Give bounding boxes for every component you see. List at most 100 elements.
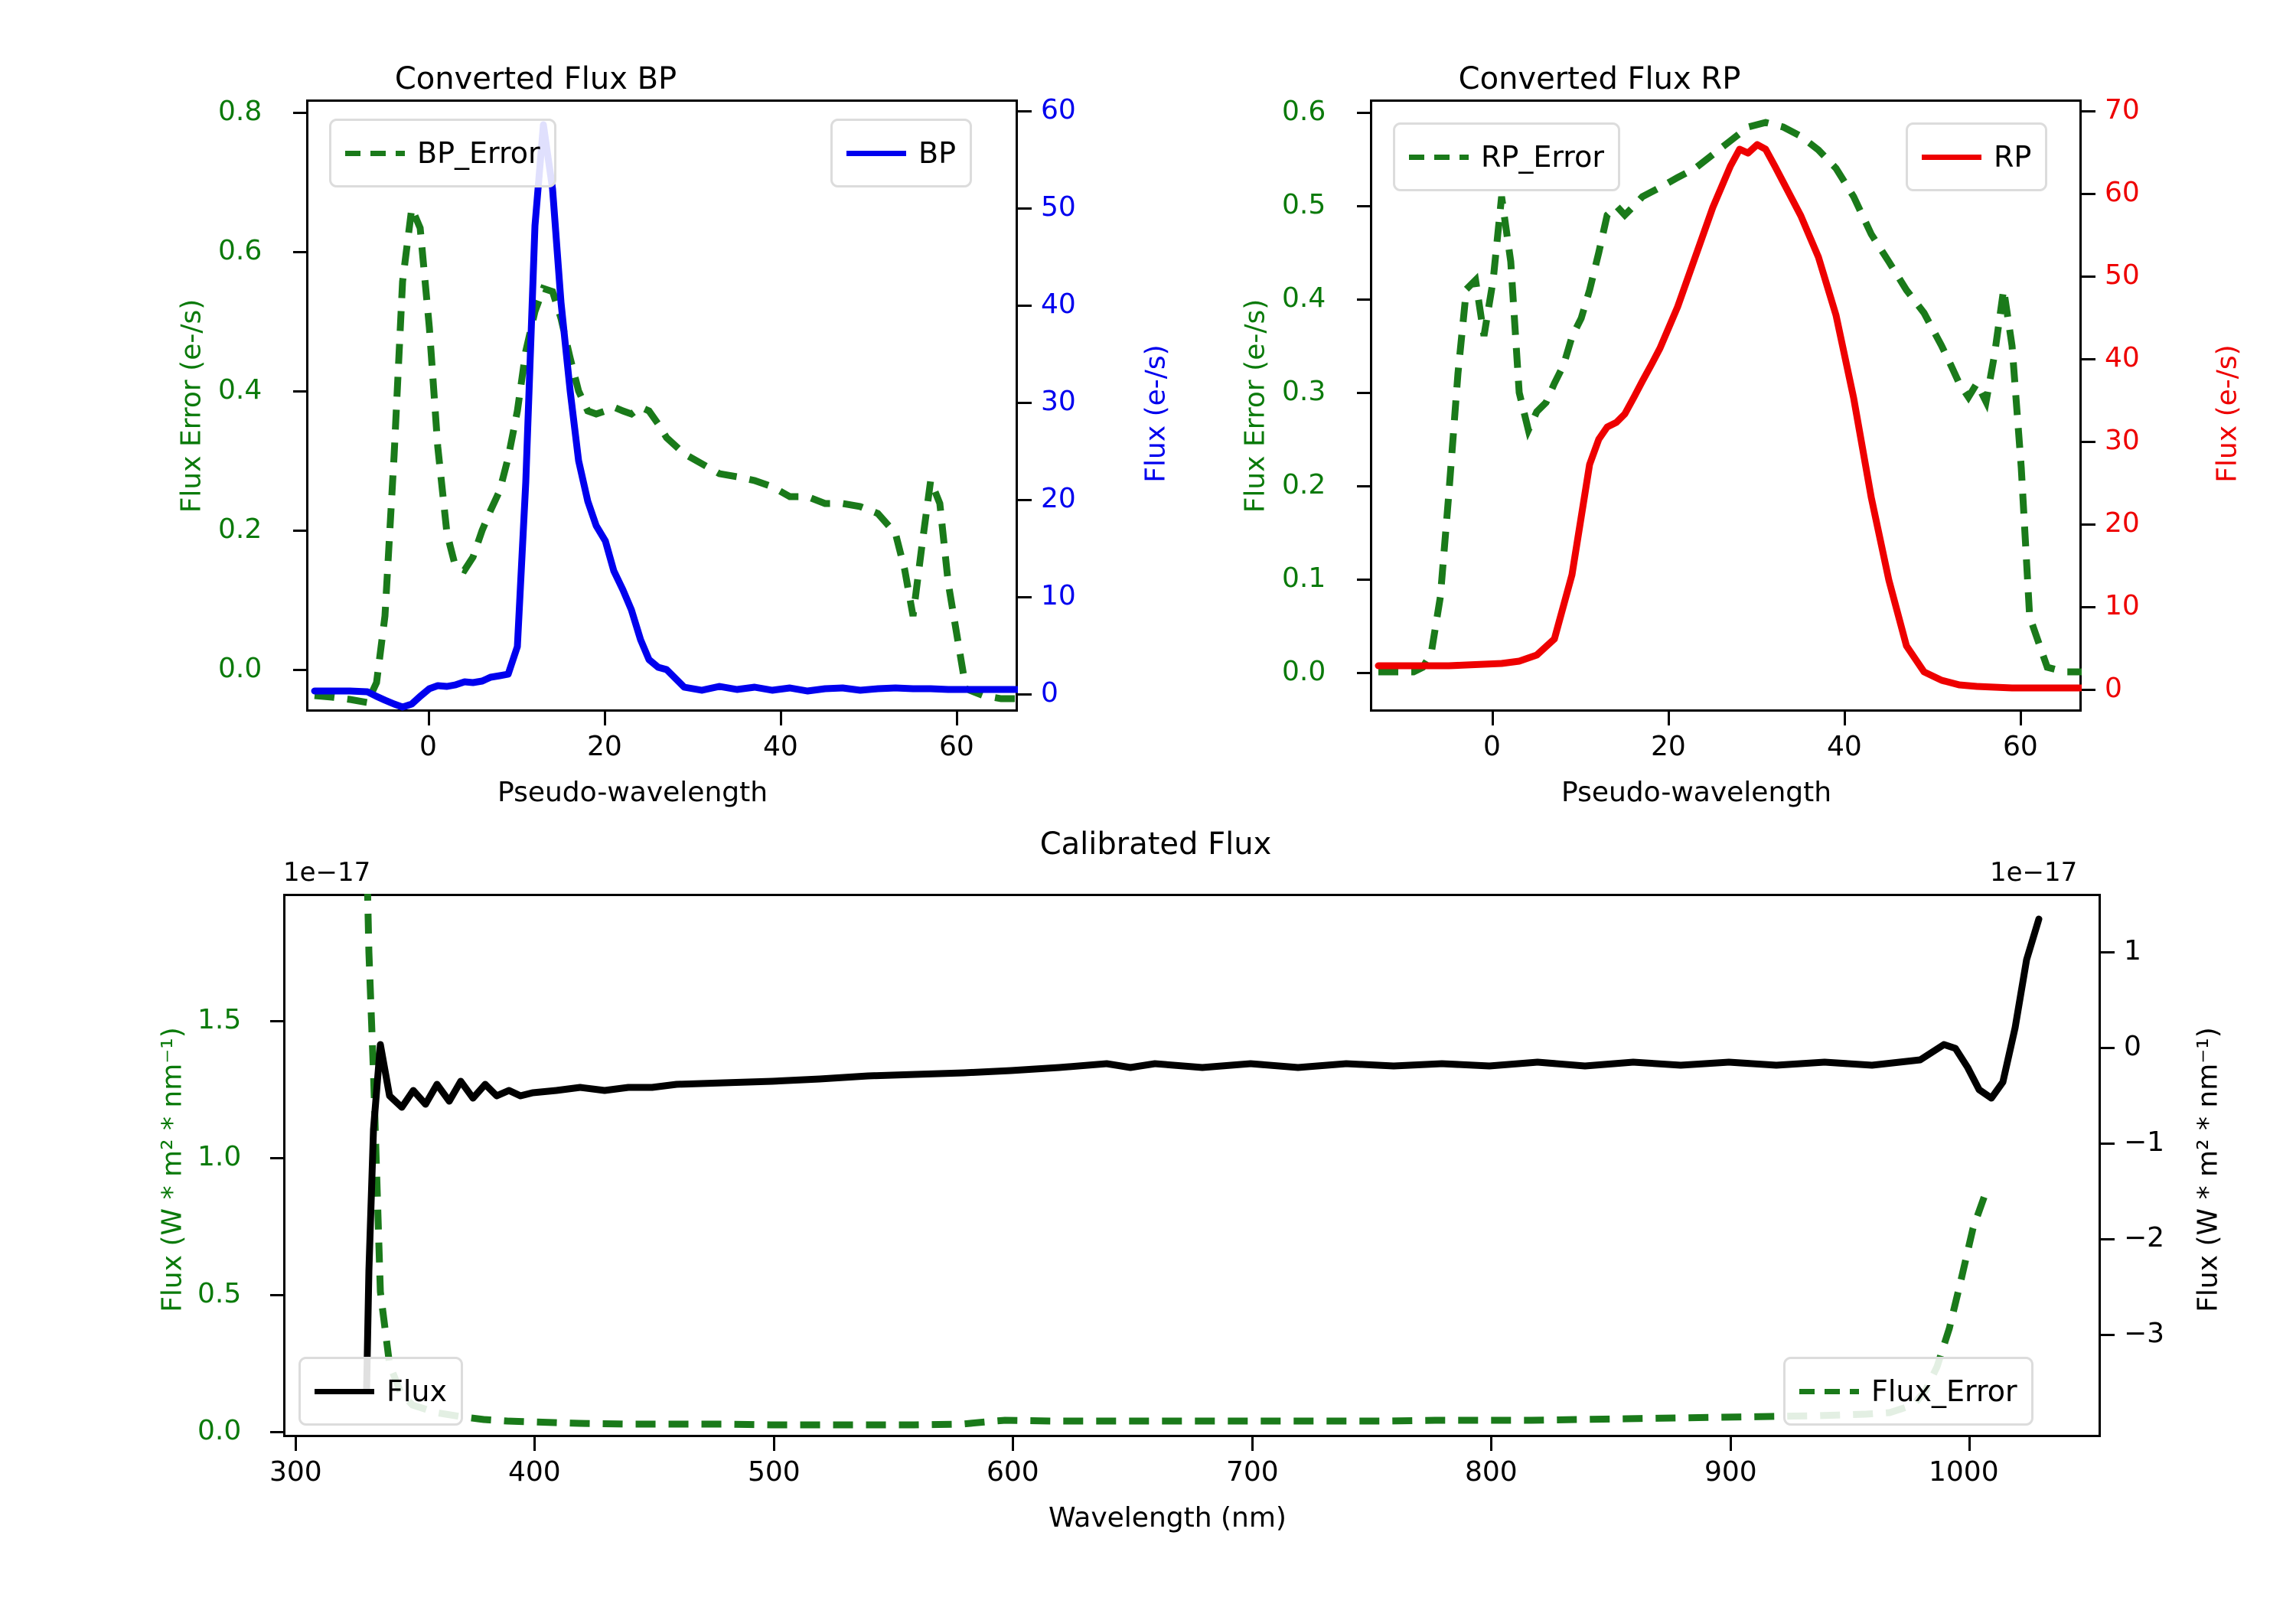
bp-legend-line-icon — [846, 150, 906, 156]
bp-yaxis-right-label: Flux (e-/s) — [1140, 344, 1172, 483]
cal-ytick-left-0: 0.0 — [197, 1415, 242, 1446]
bp-xtick-mark-20 — [604, 712, 606, 725]
bp-axes-frame — [306, 99, 1018, 712]
cal-axes-frame — [283, 894, 2101, 1437]
bp-xtick-0: 0 — [419, 731, 437, 762]
rp-rtick-mark-1 — [2082, 606, 2095, 608]
bp-error-legend-label: BP_Error — [417, 136, 540, 170]
bp-yaxis-left-label: Flux Error (e-/s) — [175, 298, 207, 513]
cal-ytick-mark-3 — [270, 1020, 284, 1022]
rp-yaxis-right-label: Flux (e-/s) — [2211, 344, 2243, 483]
cal-flux-error-legend[interactable]: Flux_Error — [1783, 1357, 2033, 1426]
rp-legend-line-icon — [1922, 154, 1981, 160]
bp-ytick-right-20: 20 — [1041, 483, 1076, 514]
cal-xtick-300: 300 — [269, 1456, 322, 1488]
rp-ytick-right-20: 20 — [2105, 507, 2140, 539]
cal-flux-error-legend-dash-icon — [1799, 1388, 1859, 1394]
bp-ytick-right-40: 40 — [1041, 288, 1076, 320]
rp-ytick-mark-4 — [1357, 298, 1371, 301]
cal-xtick-mark-800 — [1490, 1437, 1492, 1451]
cal-xtick-900: 900 — [1704, 1456, 1757, 1488]
bp-rtick-mark-2 — [1018, 305, 1032, 307]
cal-exponent-left: 1e−17 — [283, 857, 371, 888]
cal-ytick-left-2: 1.0 — [197, 1141, 242, 1172]
cal-flux-curve — [363, 915, 2043, 1394]
rp-ytick-left-5: 0.5 — [1282, 189, 1326, 220]
rp-xtick-mark-60 — [2020, 712, 2022, 725]
cal-flux-error-curve — [364, 894, 1989, 1429]
bp-ytick-mark-2 — [293, 390, 307, 393]
bp-xtick-60: 60 — [939, 731, 974, 762]
cal-rtick-mark-4 — [2101, 951, 2115, 953]
bp-rtick-mark-5 — [1018, 596, 1032, 598]
rp-axes-frame — [1370, 99, 2082, 712]
rp-ytick-mark-2 — [1357, 485, 1371, 487]
cal-ytick-right-1: 1 — [2124, 935, 2141, 966]
bp-ytick-mark-3 — [293, 530, 307, 532]
rp-ytick-mark-0 — [1357, 672, 1371, 674]
rp-ytick-right-30: 30 — [2105, 425, 2140, 456]
rp-xtick-mark-20 — [1668, 712, 1670, 725]
rp-ytick-mark-3 — [1357, 392, 1371, 394]
bp-legend[interactable]: BP — [830, 119, 972, 187]
cal-xtick-mark-400 — [533, 1437, 536, 1451]
cal-plot-curves — [363, 894, 2043, 1429]
cal-yaxis-left-label: Flux (W * m² * nm⁻¹) — [156, 1027, 188, 1312]
cal-flux-error-legend-label: Flux_Error — [1871, 1374, 2017, 1408]
bp-xtick-mark-0 — [428, 712, 430, 725]
bp-error-legend[interactable]: BP_Error — [329, 119, 556, 187]
rp-rtick-mark-3 — [2082, 441, 2095, 443]
bp-rtick-mark-6 — [1018, 693, 1032, 696]
bp-ytick-left-0: 0.8 — [218, 96, 263, 127]
cal-ytick-mark-2 — [270, 1157, 284, 1159]
rp-ytick-right-70: 70 — [2105, 94, 2140, 125]
bp-ytick-left-1: 0.6 — [218, 235, 263, 266]
rp-error-legend-label: RP_Error — [1481, 140, 1604, 174]
cal-xtick-800: 800 — [1465, 1456, 1518, 1488]
rp-xtick-40: 40 — [1827, 731, 1862, 762]
cal-xtick-400: 400 — [508, 1456, 561, 1488]
rp-ytick-left-3: 0.3 — [1282, 376, 1326, 407]
rp-rtick-mark-6 — [2082, 193, 2095, 195]
bp-error-legend-dash-icon — [345, 150, 405, 156]
bp-xaxis-label: Pseudo-wavelength — [497, 777, 768, 808]
rp-xaxis-label: Pseudo-wavelength — [1561, 777, 1832, 808]
rp-ytick-left-6: 0.6 — [1282, 96, 1326, 127]
cal-exponent-right: 1e−17 — [1990, 857, 2078, 888]
bp-rtick-mark-1 — [1018, 207, 1032, 210]
cal-flux-legend-label: Flux — [386, 1374, 447, 1408]
bp-ytick-right-10: 10 — [1041, 580, 1076, 611]
bp-xtick-20: 20 — [587, 731, 622, 762]
rp-legend-label: RP — [1994, 140, 2032, 174]
cal-ytick-mark-0 — [270, 1431, 284, 1433]
cal-yaxis-right-label: Flux (W * m² * nm⁻¹) — [2192, 1027, 2224, 1312]
cal-xtick-mark-900 — [1730, 1437, 1732, 1451]
rp-ytick-mark-6 — [1357, 112, 1371, 114]
cal-xtick-mark-500 — [773, 1437, 775, 1451]
bp-ytick-left-4: 0.0 — [218, 653, 263, 684]
rp-rtick-mark-7 — [2082, 110, 2095, 112]
bp-xtick-40: 40 — [763, 731, 798, 762]
cal-xtick-500: 500 — [748, 1456, 801, 1488]
bp-ytick-left-2: 0.4 — [218, 374, 263, 406]
rp-ytick-left-4: 0.4 — [1282, 282, 1326, 314]
rp-xtick-60: 60 — [2003, 731, 2038, 762]
bp-rtick-mark-0 — [1018, 110, 1032, 112]
cal-ytick-right-m2: −2 — [2124, 1222, 2165, 1253]
cal-ytick-left-1: 0.5 — [197, 1278, 242, 1309]
rp-xtick-20: 20 — [1651, 731, 1686, 762]
cal-rtick-mark-3 — [2101, 1047, 2115, 1049]
rp-legend[interactable]: RP — [1906, 122, 2048, 191]
bp-ytick-right-30: 30 — [1041, 386, 1076, 417]
bp-ytick-mark-4 — [293, 669, 307, 671]
rp-xtick-0: 0 — [1483, 731, 1501, 762]
rp-ytick-left-2: 0.2 — [1282, 469, 1326, 500]
bp-ytick-right-50: 50 — [1041, 191, 1076, 223]
bp-ytick-mark-1 — [293, 251, 307, 253]
rp-rtick-mark-0 — [2082, 689, 2095, 691]
cal-flux-legend[interactable]: Flux — [298, 1357, 463, 1426]
cal-rtick-mark-1 — [2101, 1238, 2115, 1240]
rp-error-legend[interactable]: RP_Error — [1393, 122, 1620, 191]
cal-ytick-right-m1: −1 — [2124, 1126, 2165, 1158]
